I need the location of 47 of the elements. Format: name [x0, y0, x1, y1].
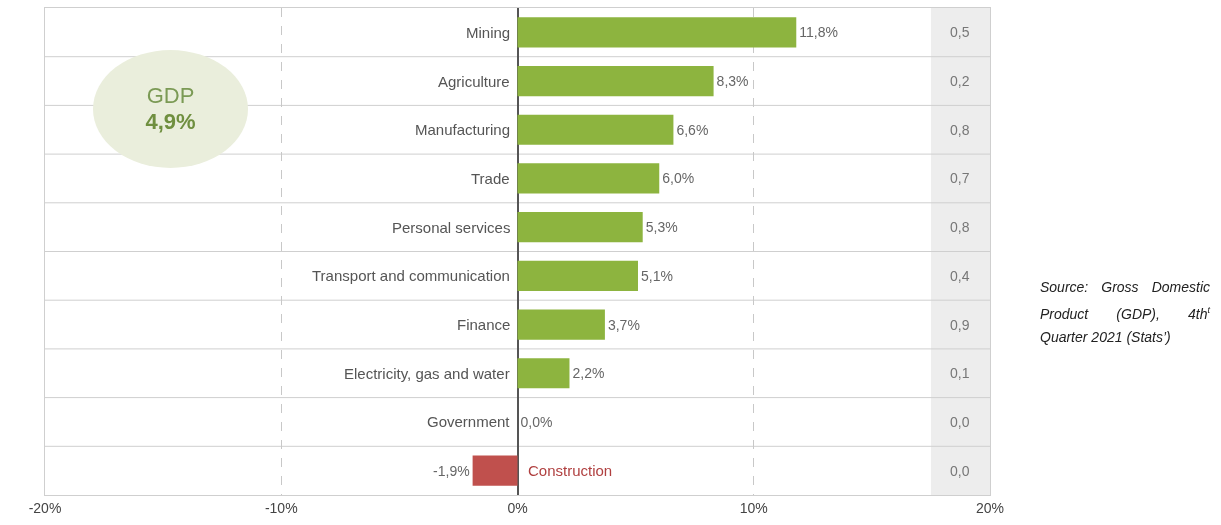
annotation: 0,2 — [950, 73, 970, 89]
data-label: 2,2% — [572, 365, 605, 382]
annotation: 0,8 — [950, 219, 970, 235]
annotation: 0,4 — [950, 268, 970, 284]
data-label: 8,3% — [716, 73, 749, 90]
annotation: 0,9 — [950, 317, 970, 333]
y-tick-label: Trade — [471, 170, 510, 187]
data-label: 6,0% — [662, 170, 695, 187]
x-tick-label: 10% — [739, 499, 768, 516]
bar — [517, 260, 638, 291]
bar — [517, 309, 605, 340]
y-tick-label: Construction — [528, 462, 613, 479]
annotation: 0,1 — [950, 365, 970, 381]
annotation: 0,7 — [950, 170, 970, 186]
data-label: -1,9% — [433, 462, 470, 479]
y-tick-label: Transport and communication — [312, 267, 510, 284]
y-tick-label: Mining — [466, 24, 511, 41]
bar — [472, 455, 518, 486]
y-tick-label: Government — [427, 413, 511, 430]
annotation: 0,0 — [950, 463, 970, 479]
annotation: 0,8 — [950, 122, 970, 138]
y-tick-label: Manufacturing — [415, 121, 511, 138]
annotation: 4,9% — [145, 109, 196, 135]
bar — [517, 163, 660, 194]
bar — [517, 114, 674, 145]
bar — [517, 212, 643, 243]
data-label: 3,7% — [607, 316, 640, 333]
data-label: 5,1% — [640, 267, 673, 284]
annotation: 0,0 — [950, 414, 970, 430]
bar — [517, 17, 797, 48]
bar — [517, 65, 714, 97]
y-tick-label: Finance — [457, 316, 511, 333]
data-label: 6,6% — [676, 121, 709, 138]
annotation: 0,5 — [950, 24, 970, 40]
y-tick-label: Personal services — [392, 219, 511, 236]
text: Source: Gross Domestic Product (GDP), 4th$^{t}$ Quarter 2021 (Stats’) — [1040, 279, 1210, 345]
bar — [517, 358, 570, 389]
annotation: GDP — [146, 83, 195, 109]
x-tick-label: 0% — [507, 499, 528, 516]
x-tick-label: -10% — [264, 499, 298, 516]
y-tick-label: Electricity, gas and water — [344, 365, 510, 382]
data-label: 5,3% — [645, 219, 678, 236]
y-tick-label: Agriculture — [438, 73, 510, 90]
x-tick-label: 20% — [975, 499, 1005, 516]
data-label: 11,8% — [799, 24, 838, 41]
x-tick-label: -20% — [28, 499, 62, 516]
data-label: 0,0% — [520, 413, 553, 430]
